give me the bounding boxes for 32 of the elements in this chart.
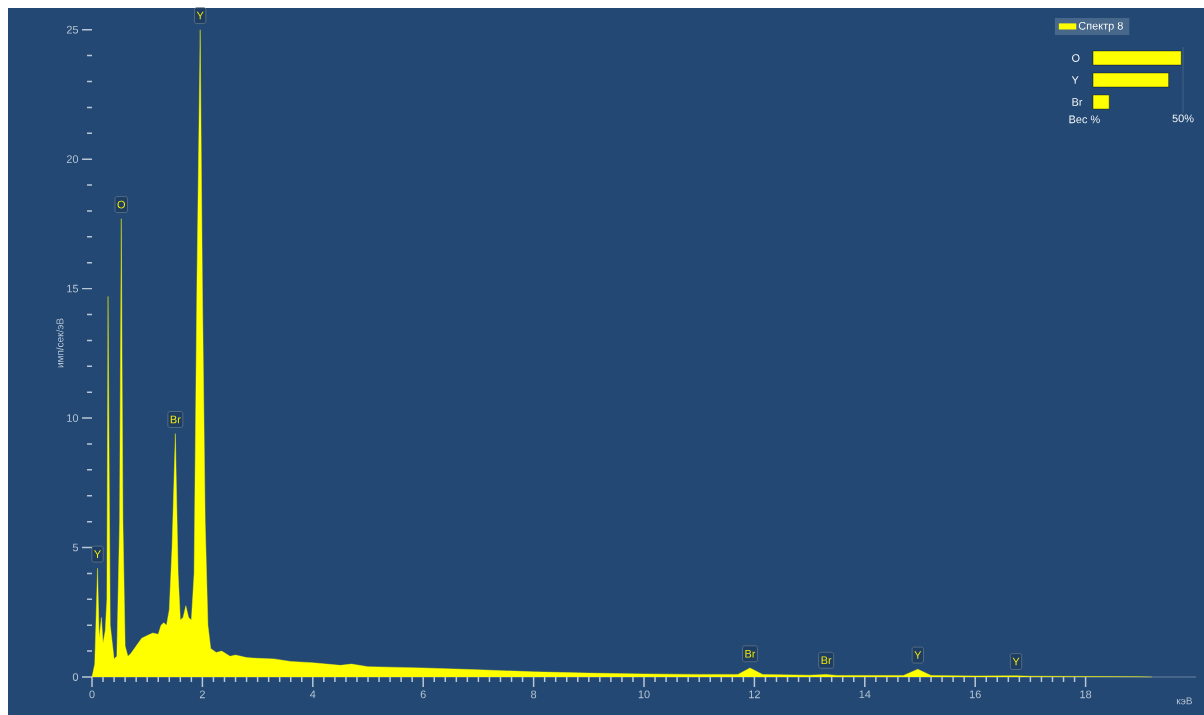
x-tick-label: 2 (199, 690, 205, 699)
y-tick-label: 25 (66, 25, 79, 34)
x-tick-label: 4 (310, 690, 316, 699)
x-tick-label: 8 (531, 690, 537, 699)
x-tick-label: 6 (420, 690, 426, 699)
y-tick-label: O (1072, 54, 1080, 62)
x-tick-label: 12 (749, 690, 760, 699)
y-tick-label: 5 (72, 543, 79, 552)
y-tick-label: 0 (72, 673, 79, 681)
legend-label: Спектр 8 (1078, 21, 1123, 32)
y-tick-label: Y (1071, 76, 1079, 84)
y-tick-label: Br (1072, 98, 1083, 106)
y-tick-label: 20 (66, 155, 79, 164)
y-axis-title: имп/сек/эВ (56, 318, 64, 368)
annotation: Br (745, 650, 756, 658)
annotation: Y (1012, 657, 1020, 666)
annotation: Y (94, 550, 101, 558)
annotation: O (117, 200, 125, 209)
x-axis-title: Вес % (1069, 115, 1100, 124)
x-tick-label: 14 (859, 690, 871, 699)
x-tick-label: 50% (1172, 114, 1194, 123)
annotation: Y (196, 11, 204, 20)
annotation: Y (914, 651, 922, 659)
x-tick-label: 0 (89, 690, 95, 699)
y-tick-label: 15 (67, 284, 79, 293)
x-tick-label: 10 (638, 690, 650, 699)
x-axis-title: кэВ (1176, 697, 1192, 705)
x-tick-label: 16 (969, 690, 981, 699)
annotation: Br (821, 656, 832, 665)
y-tick-label: 10 (67, 414, 79, 422)
annotation: Br (170, 415, 181, 424)
x-tick-label: 18 (1080, 690, 1092, 699)
